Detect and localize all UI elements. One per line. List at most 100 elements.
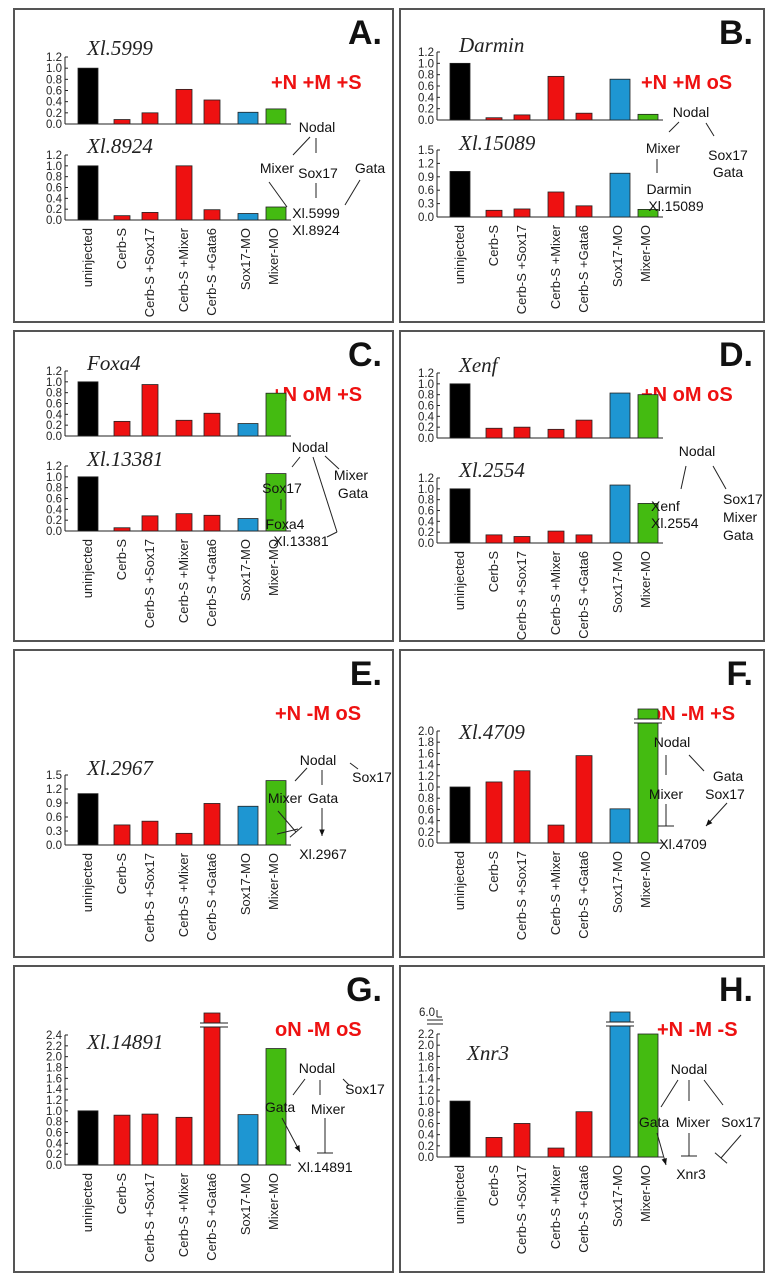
diagram-node-xenf: Xenf	[651, 498, 680, 514]
x-category-label: Cerb-S	[114, 228, 129, 270]
y-tick-label: 0.6	[46, 1128, 62, 1140]
y-tick-label: 1.0	[46, 1106, 62, 1118]
panel-g-graphics: Xl.148910.00.20.40.60.81.01.21.41.61.82.…	[46, 1012, 385, 1262]
panel-letter: F.	[726, 655, 753, 693]
x-category-label: Cerb-S	[486, 225, 501, 267]
bar-cerb-s-gata6	[575, 205, 593, 218]
y-tick-label: 0.8	[46, 483, 62, 495]
diagram-node-sox17: Sox17	[345, 1081, 385, 1097]
y-tick-label: 1.5	[418, 145, 434, 157]
bar-cerb-s	[113, 215, 131, 221]
y-tick-label: 0.8	[46, 388, 62, 400]
x-category-label: Cerb-S +Mixer	[176, 538, 191, 623]
diagram-node-mixer: Mixer	[646, 140, 681, 156]
repression-bar-icon	[289, 826, 303, 838]
bar-chart-xl-13381: Xl.13381 0.00.20.40.60.81.01.2 uninjected C…	[46, 447, 291, 628]
bar-cerb-s-sox17	[141, 384, 159, 437]
diagram-node-mixer: Mixer	[649, 786, 684, 802]
diagram-edge	[680, 465, 687, 490]
x-category-label: uninjected	[452, 1165, 467, 1224]
x-category-label: Cerb-S +Gata6	[576, 551, 591, 639]
x-category-label: uninjected	[80, 228, 95, 287]
diagram-edge	[712, 465, 727, 490]
y-tick-label: 1.0	[46, 472, 62, 484]
panel-g: G. oN -M oS Xl.14891 0.0 0.2 0.4 0.6 0.8 1.0 1.…	[13, 965, 394, 1273]
panel-e-graphics: Xl.2967 0.0 0.3 0.6 0.9 1.2 1.5 uninjected Cerb-…	[46, 752, 392, 942]
y-tick-label: 2.2	[418, 1029, 434, 1041]
x-category-label: uninjected	[80, 539, 95, 598]
bar-cerb-s-gata6	[575, 534, 593, 544]
x-category-label: Cerb-S +Gata6	[204, 853, 219, 941]
y-tick-label: 0.2	[46, 1149, 62, 1161]
y-tick-label: 0.2	[46, 420, 62, 432]
y-tick-label: 0.8	[46, 1117, 62, 1129]
gene-title: Darmin	[458, 33, 524, 57]
diagram-node-xnr3: Xnr3	[676, 1166, 706, 1182]
bar-chart-xl-5999: Xl.5999 0.00.20.40.60.81.01.2	[46, 36, 291, 131]
bar-uninjected	[77, 165, 99, 221]
diagram-node-xl-8924: Xl.8924	[292, 222, 340, 238]
bar-chart-xnr3: Xnr3 0.00.20.40.60.81.01.21.41.61.82.02.2…	[418, 1007, 663, 1254]
bar-chart-xl-2554: Xl.2554 0.00.20.40.60.81.01.2 uninjected Ce…	[418, 458, 663, 640]
diagram-node-sox17: Sox17	[721, 1114, 761, 1130]
x-category-label: Cerb-S	[486, 551, 501, 593]
y-tick-label: 0.0	[46, 215, 62, 227]
bar-cerb-s-mixer	[175, 832, 193, 846]
panel-letter: B.	[719, 14, 753, 52]
y-tick-label: 0.3	[46, 826, 62, 838]
bar-cerb-s-sox17	[513, 114, 531, 121]
y-tick-label: 1.2	[418, 158, 434, 170]
diagram-node-mixer: Mixer	[268, 790, 303, 806]
panel-h: H. +N -M -S Xnr3 0.0 0.2 0.4 0.6 0.8 1.0 1.2 1.4…	[399, 965, 765, 1273]
diagram-edge	[312, 456, 338, 533]
gene-title: Xl.4709	[458, 720, 525, 744]
bar-sox17-mo	[609, 392, 631, 439]
bar-cerb-s	[113, 1114, 131, 1166]
diagram-node-mixer: Mixer	[676, 1114, 711, 1130]
bar-mixer-mo	[637, 503, 659, 544]
diagram-node-gata: Gata	[723, 527, 754, 543]
x-category-label: Cerb-S +Mixer	[176, 227, 191, 312]
y-tick-label: 0.6	[46, 812, 62, 824]
panel-c: C. +N oM +S Foxa4 0.0 0.2 0.4 0.6 0.8 1.0 1.2 Xl…	[13, 330, 394, 642]
bar-sox17-mo	[237, 805, 259, 846]
diagram-node-mixer: Mixer	[334, 467, 369, 483]
bar-cerb-s	[485, 117, 503, 121]
y-tick-label: 0.0	[418, 538, 434, 550]
bar-mixer-mo	[637, 209, 659, 218]
panel-letter: D.	[719, 336, 753, 374]
arrowhead-icon	[706, 819, 713, 826]
bar-cerb-s-gata6	[575, 112, 593, 121]
y-tick-label: 0.4	[418, 516, 435, 528]
y-tick-label: 0.0	[418, 838, 434, 850]
x-category-label: Cerb-S +Mixer	[176, 1172, 191, 1257]
bar-mixer-mo	[637, 708, 659, 844]
y-tick-label: 0.4	[418, 816, 435, 828]
y-tick-label: 0.0	[46, 526, 62, 538]
x-category-label: Cerb-S +Gata6	[204, 1173, 219, 1261]
x-category-label: Sox17-MO	[238, 539, 253, 601]
diagram-node-gata: Gata	[265, 1099, 296, 1115]
y-tick-label: 1.2	[46, 366, 62, 378]
y-tick-label: 0.0	[418, 433, 434, 445]
y-tick-label: 0.6	[418, 1118, 434, 1130]
arrowhead-icon	[661, 1158, 667, 1165]
bar-cerb-s	[113, 527, 131, 532]
x-category-label: Cerb-S +Gata6	[576, 225, 591, 313]
x-category-label: Cerb-S +Sox17	[142, 539, 157, 628]
bar-cerb-s-sox17	[141, 820, 159, 846]
y-tick-label: 0.2	[418, 1141, 434, 1153]
bar-cerb-s-mixer	[547, 1147, 565, 1158]
y-tick-label: 2.4	[46, 1030, 63, 1042]
diagram-node-nodal: Nodal	[673, 104, 710, 120]
bar-cerb-s-sox17	[513, 426, 531, 439]
y-tick-label: 1.2	[46, 1095, 62, 1107]
bar-cerb-s	[485, 427, 503, 439]
diagram-node-gata: Gata	[355, 160, 386, 176]
arrowhead-icon	[319, 829, 325, 836]
diagram-node-sox17: Sox17	[262, 480, 302, 496]
gene-title: Xl.2554	[458, 458, 525, 482]
gene-title: Xl.2967	[86, 756, 154, 780]
y-tick-label: 1.4	[46, 1084, 63, 1096]
arrowhead-icon	[294, 1145, 300, 1152]
